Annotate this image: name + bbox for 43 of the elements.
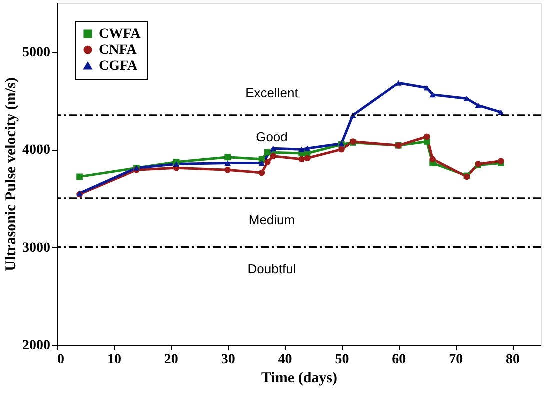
point <box>338 146 345 153</box>
point <box>430 156 436 162</box>
point <box>424 134 430 140</box>
y-tick-label: 5000 <box>22 45 50 60</box>
y-tick-label: 2000 <box>22 338 50 354</box>
point <box>475 102 482 108</box>
point <box>258 160 266 166</box>
point <box>424 85 430 91</box>
x-tick-label: 40 <box>278 352 292 368</box>
point <box>298 156 306 162</box>
point <box>258 170 266 176</box>
y-tick-label: 4000 <box>22 143 50 158</box>
x-axis-title: Time (days) <box>262 370 338 386</box>
x-tick-label: 30 <box>221 352 236 368</box>
point <box>224 154 231 161</box>
point <box>304 155 311 162</box>
point <box>258 156 266 163</box>
x-tick-label: 70 <box>449 352 464 368</box>
y-tick-label: 3000 <box>22 240 50 256</box>
point <box>304 146 311 152</box>
annotation: Doubtful <box>248 261 296 276</box>
legend-label: CGFA <box>99 59 139 74</box>
y-axis-title: Ultrasonic Pulse velocity (m/s) <box>4 78 20 272</box>
point <box>430 92 436 98</box>
point <box>270 146 277 152</box>
annotation: Medium <box>248 212 296 228</box>
x-tick-label: 10 <box>107 352 122 368</box>
annotation: Good <box>256 129 288 144</box>
point <box>264 159 271 166</box>
x-tick-label: 20 <box>164 352 178 368</box>
annotation: Excellent <box>246 85 299 100</box>
point <box>270 153 277 160</box>
x-tick-label: 80 <box>506 352 520 368</box>
point <box>224 166 231 174</box>
x-tick-label: 60 <box>392 352 406 368</box>
point <box>264 149 271 156</box>
legend-label: CNFA <box>99 43 138 58</box>
point <box>298 146 306 152</box>
point <box>224 160 231 166</box>
point <box>76 174 83 180</box>
x-tick-label: 0 <box>58 352 64 368</box>
legend-label: CWFA <box>99 27 142 42</box>
x-tick-label: 50 <box>335 352 350 368</box>
